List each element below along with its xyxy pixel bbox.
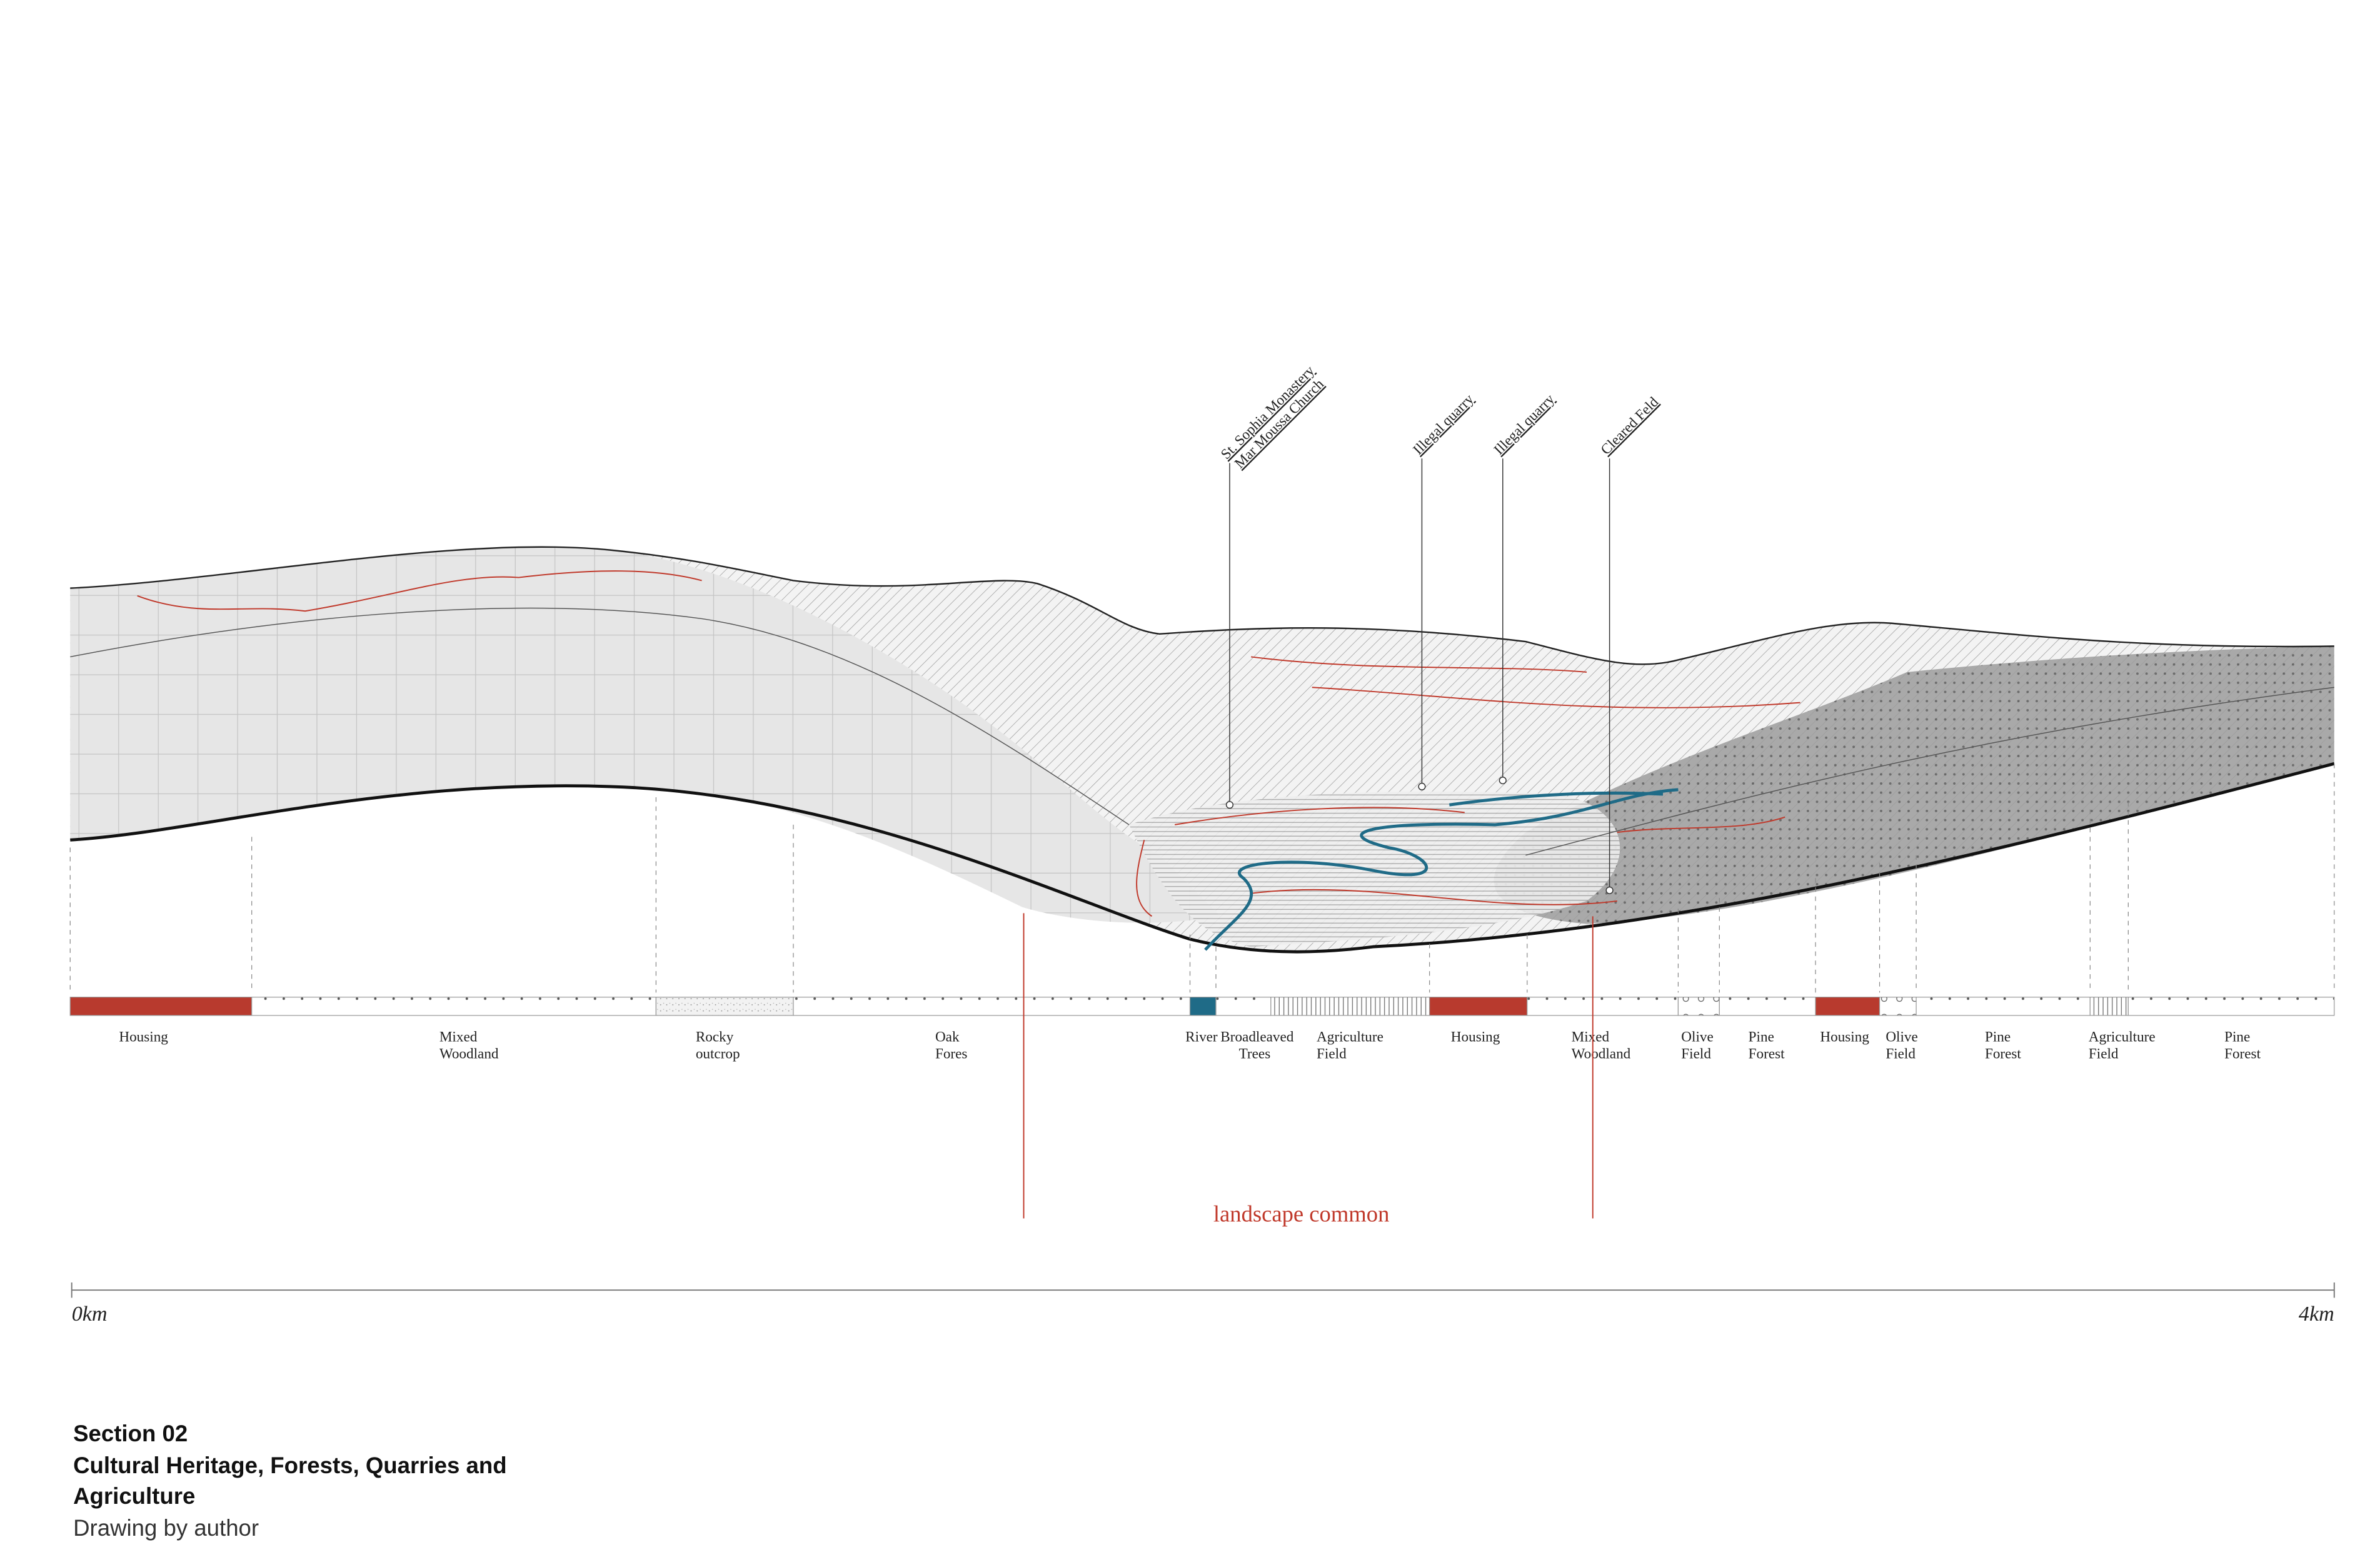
land-use-label: Rocky: [696, 1029, 734, 1045]
strip-segment: [1815, 997, 1880, 1016]
caption: Section 02 Cultural Heritage, Forests, Q…: [73, 1421, 506, 1541]
land-use-strip: [69, 997, 2335, 1016]
caption-title: Cultural Heritage, Forests, Quarries and: [73, 1453, 506, 1478]
drop-lines: [69, 763, 2335, 993]
land-use-label: Pine: [1985, 1029, 2011, 1045]
strip-segment: [793, 997, 1191, 1016]
strip-segment: [1879, 997, 1917, 1016]
strip-segment: [1270, 997, 1430, 1016]
land-use-label: Pine: [1749, 1029, 1774, 1045]
leader-dot: [1605, 886, 1614, 894]
land-use-label: Pine: [2224, 1029, 2250, 1045]
strip-segment: [251, 997, 656, 1016]
terrain: [70, 546, 2335, 954]
land-use-label: Forest: [1749, 1046, 1785, 1062]
land-use-label: Field: [2089, 1046, 2119, 1062]
land-use-label: outcrop: [696, 1046, 740, 1062]
land-use-label: Field: [1317, 1046, 1347, 1062]
landscape-label: landscape common: [1213, 1201, 1389, 1226]
land-use-label: Forest: [2224, 1046, 2261, 1062]
scale-bar: 0km 4km: [71, 1282, 2335, 1326]
leader-dot: [1225, 801, 1234, 809]
land-use-label: Agriculture: [1317, 1029, 1383, 1045]
land-use-label: Woodland: [439, 1046, 499, 1062]
land-use-label: Woodland: [1572, 1046, 1631, 1062]
strip-segment: [655, 997, 794, 1016]
strip-segment: [1429, 997, 1528, 1016]
land-use-label: Forest: [1985, 1046, 2021, 1062]
strip-segment: [69, 997, 253, 1016]
land-use-label: Housing: [1820, 1029, 1869, 1045]
land-use-label: Field: [1681, 1046, 1711, 1062]
strip-segment: [2127, 997, 2335, 1016]
caption-title: Agriculture: [73, 1483, 195, 1509]
land-use-label: Housing: [119, 1029, 168, 1045]
land-use-label: Olive: [1681, 1029, 1713, 1045]
strip-segment: [1916, 997, 2091, 1016]
land-use-labels: Housing MixedWoodlandRockyoutcropOakFores…: [119, 1029, 2261, 1062]
strip-segment: [1677, 997, 1720, 1016]
callout-label: Illegal quarry: [1410, 391, 1477, 458]
strip-segment: [2089, 997, 2129, 1016]
land-use-label: Housing: [1451, 1029, 1500, 1045]
scale-end: 4km: [2299, 1302, 2334, 1326]
leader-dot: [1499, 777, 1507, 785]
caption-section: Section 02: [73, 1421, 188, 1446]
land-use-label: Field: [1885, 1046, 1916, 1062]
land-use-label: Fores: [935, 1046, 967, 1062]
leader-dot: [1418, 782, 1426, 790]
strip-segment: [1215, 997, 1272, 1016]
strip-segment: [1189, 997, 1217, 1016]
callout-label: St. Sophia Monastery: [1218, 363, 1318, 463]
scale-start: 0km: [72, 1302, 108, 1326]
land-use-label: Oak: [935, 1029, 960, 1045]
strip-segment: [1719, 997, 1816, 1016]
callout-label: Illegal quarry: [1491, 391, 1558, 458]
land-use-label: Mixed: [439, 1029, 478, 1045]
callout-label: Cleared Feld: [1598, 394, 1662, 458]
land-use-label: Olive: [1885, 1029, 1917, 1045]
land-use-label: River: [1185, 1029, 1218, 1045]
land-use-label: Trees: [1239, 1046, 1271, 1062]
land-use-label: Mixed: [1572, 1029, 1610, 1045]
strip-segment: [1527, 997, 1679, 1016]
caption-credit: Drawing by author: [73, 1515, 259, 1541]
land-use-label: Agriculture: [2089, 1029, 2156, 1045]
land-use-label: Broadleaved: [1220, 1029, 1294, 1045]
